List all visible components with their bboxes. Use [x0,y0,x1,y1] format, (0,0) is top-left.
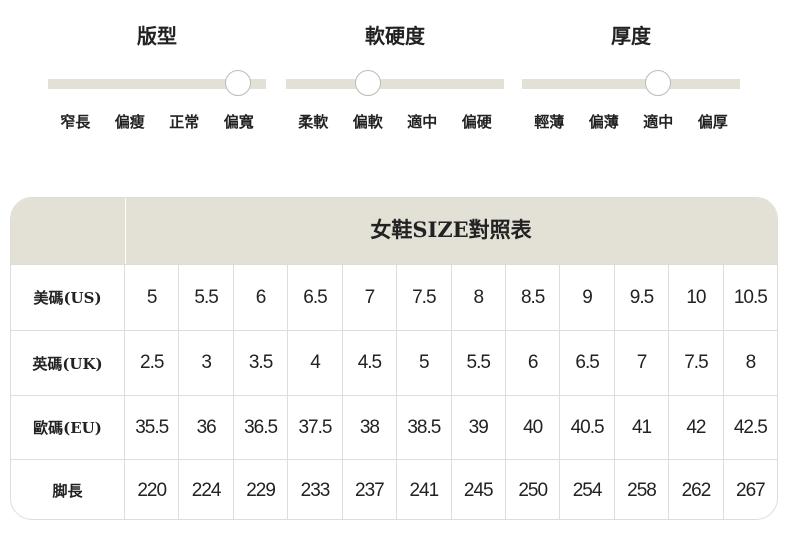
table-title: 女鞋SIZE對照表 [370,217,532,242]
gauge-label: 偏薄 [588,113,619,131]
table-cell: 220 [125,460,180,519]
table-cell: 229 [234,460,289,519]
table-cell: 42.5 [733,416,768,438]
table-cell: 41 [615,396,670,459]
gauge-label: 偏硬 [461,113,492,131]
table-cell: 6 [234,265,289,330]
table-cell: 6 [506,331,561,395]
table-cell: 40.5 [560,396,615,459]
table-cell: 245 [452,460,506,519]
table-cell: 233 [288,460,343,519]
gauge-label: 偏瘦 [114,113,145,131]
table-row: 美碼(US) 5 5.5 6 6.5 7 7.5 8 8.5 9 9.5 10 10.5 [11,264,777,330]
gauge-label: 窄長 [60,113,91,131]
gauge-track [522,79,740,89]
row-label: 英碼(UK) [11,331,125,395]
table-cell: 262 [669,460,724,519]
table-cell: 42 [669,396,724,459]
table-cell: 6.5 [288,265,343,330]
table-cell: 224 [179,460,234,519]
table-cell: 10 [669,265,724,330]
gauge-label: 偏厚 [697,113,728,131]
gauge-title: 版型 [137,24,177,48]
table-cell: 7 [615,331,670,395]
gauge-label: 偏寬 [223,113,254,131]
gauge-label: 柔軟 [298,113,329,131]
table-cell: 7 [343,265,398,330]
gauge-track [48,79,266,89]
table-cell: 7.5 [669,331,724,395]
table-cell: 39 [452,396,506,459]
table-cell: 10.5 [733,286,768,308]
table-cell: 8 [452,265,506,330]
gauge-track [286,79,504,89]
row-label: 歐碼(EU) [11,396,125,459]
gauge-label: 適中 [643,113,674,131]
table-cell: 40 [506,396,561,459]
table-cell: 5.5 [452,331,506,395]
table-cell: 35.5 [125,396,180,459]
table-cell: 5 [125,265,180,330]
table-cell: 241 [397,460,452,519]
table-cell: 36.5 [234,396,289,459]
table-cell: 4 [288,331,343,395]
table-cell: 9 [560,265,615,330]
gauge-knob [354,70,381,96]
gauge-title: 軟硬度 [365,24,425,48]
table-cell: 237 [343,460,398,519]
table-cell: 38 [343,396,398,459]
table-cell: 36 [179,396,234,459]
table-cell: 3.5 [234,331,289,395]
table-cell: 38.5 [397,396,452,459]
table-cell: 3 [179,331,234,395]
row-label: 美碼(US) [11,265,125,330]
table-cell: 258 [615,460,670,519]
table-cell: 5 [397,331,452,395]
table-header [11,198,777,264]
table-row: 英碼(UK) 2.5 3 3.5 4 4.5 5 5.5 6 6.5 7 7.5 8 [11,330,777,395]
table-cell: 9.5 [615,265,670,330]
table-cell: 7.5 [397,265,452,330]
row-label: 脚長 [11,460,125,519]
gauge-knob [224,70,251,96]
table-row: 歐碼(EU) 35.5 36 36.5 37.5 38 38.5 39 40 40.5 41 42 42… [11,395,777,459]
table-row: 脚長 220 224 229 233 237 241 245 250 254 258 262 267 [11,459,777,519]
table-cell: 5.5 [179,265,234,330]
table-cell: 8.5 [506,265,561,330]
gauge-knob [645,70,672,96]
table-cell: 37.5 [288,396,343,459]
table-cell: 267 [736,479,766,501]
table-cell: 250 [506,460,561,519]
gauge-label: 適中 [407,113,438,131]
gauge-title: 厚度 [611,24,651,48]
gauge-label: 輕薄 [534,113,565,131]
table-cell: 2.5 [125,331,180,395]
table-cell: 6.5 [560,331,615,395]
table-cell: 254 [560,460,615,519]
size-chart-table: 女鞋SIZE對照表 美碼(US) 5 5.5 6 6.5 7 7.5 8 8.5 9 9.5 10 10… [10,197,778,520]
gauge-label: 正常 [169,113,200,131]
table-cell: 8 [745,352,757,373]
gauge-label: 偏軟 [352,113,383,131]
table-cell: 4.5 [343,331,398,395]
